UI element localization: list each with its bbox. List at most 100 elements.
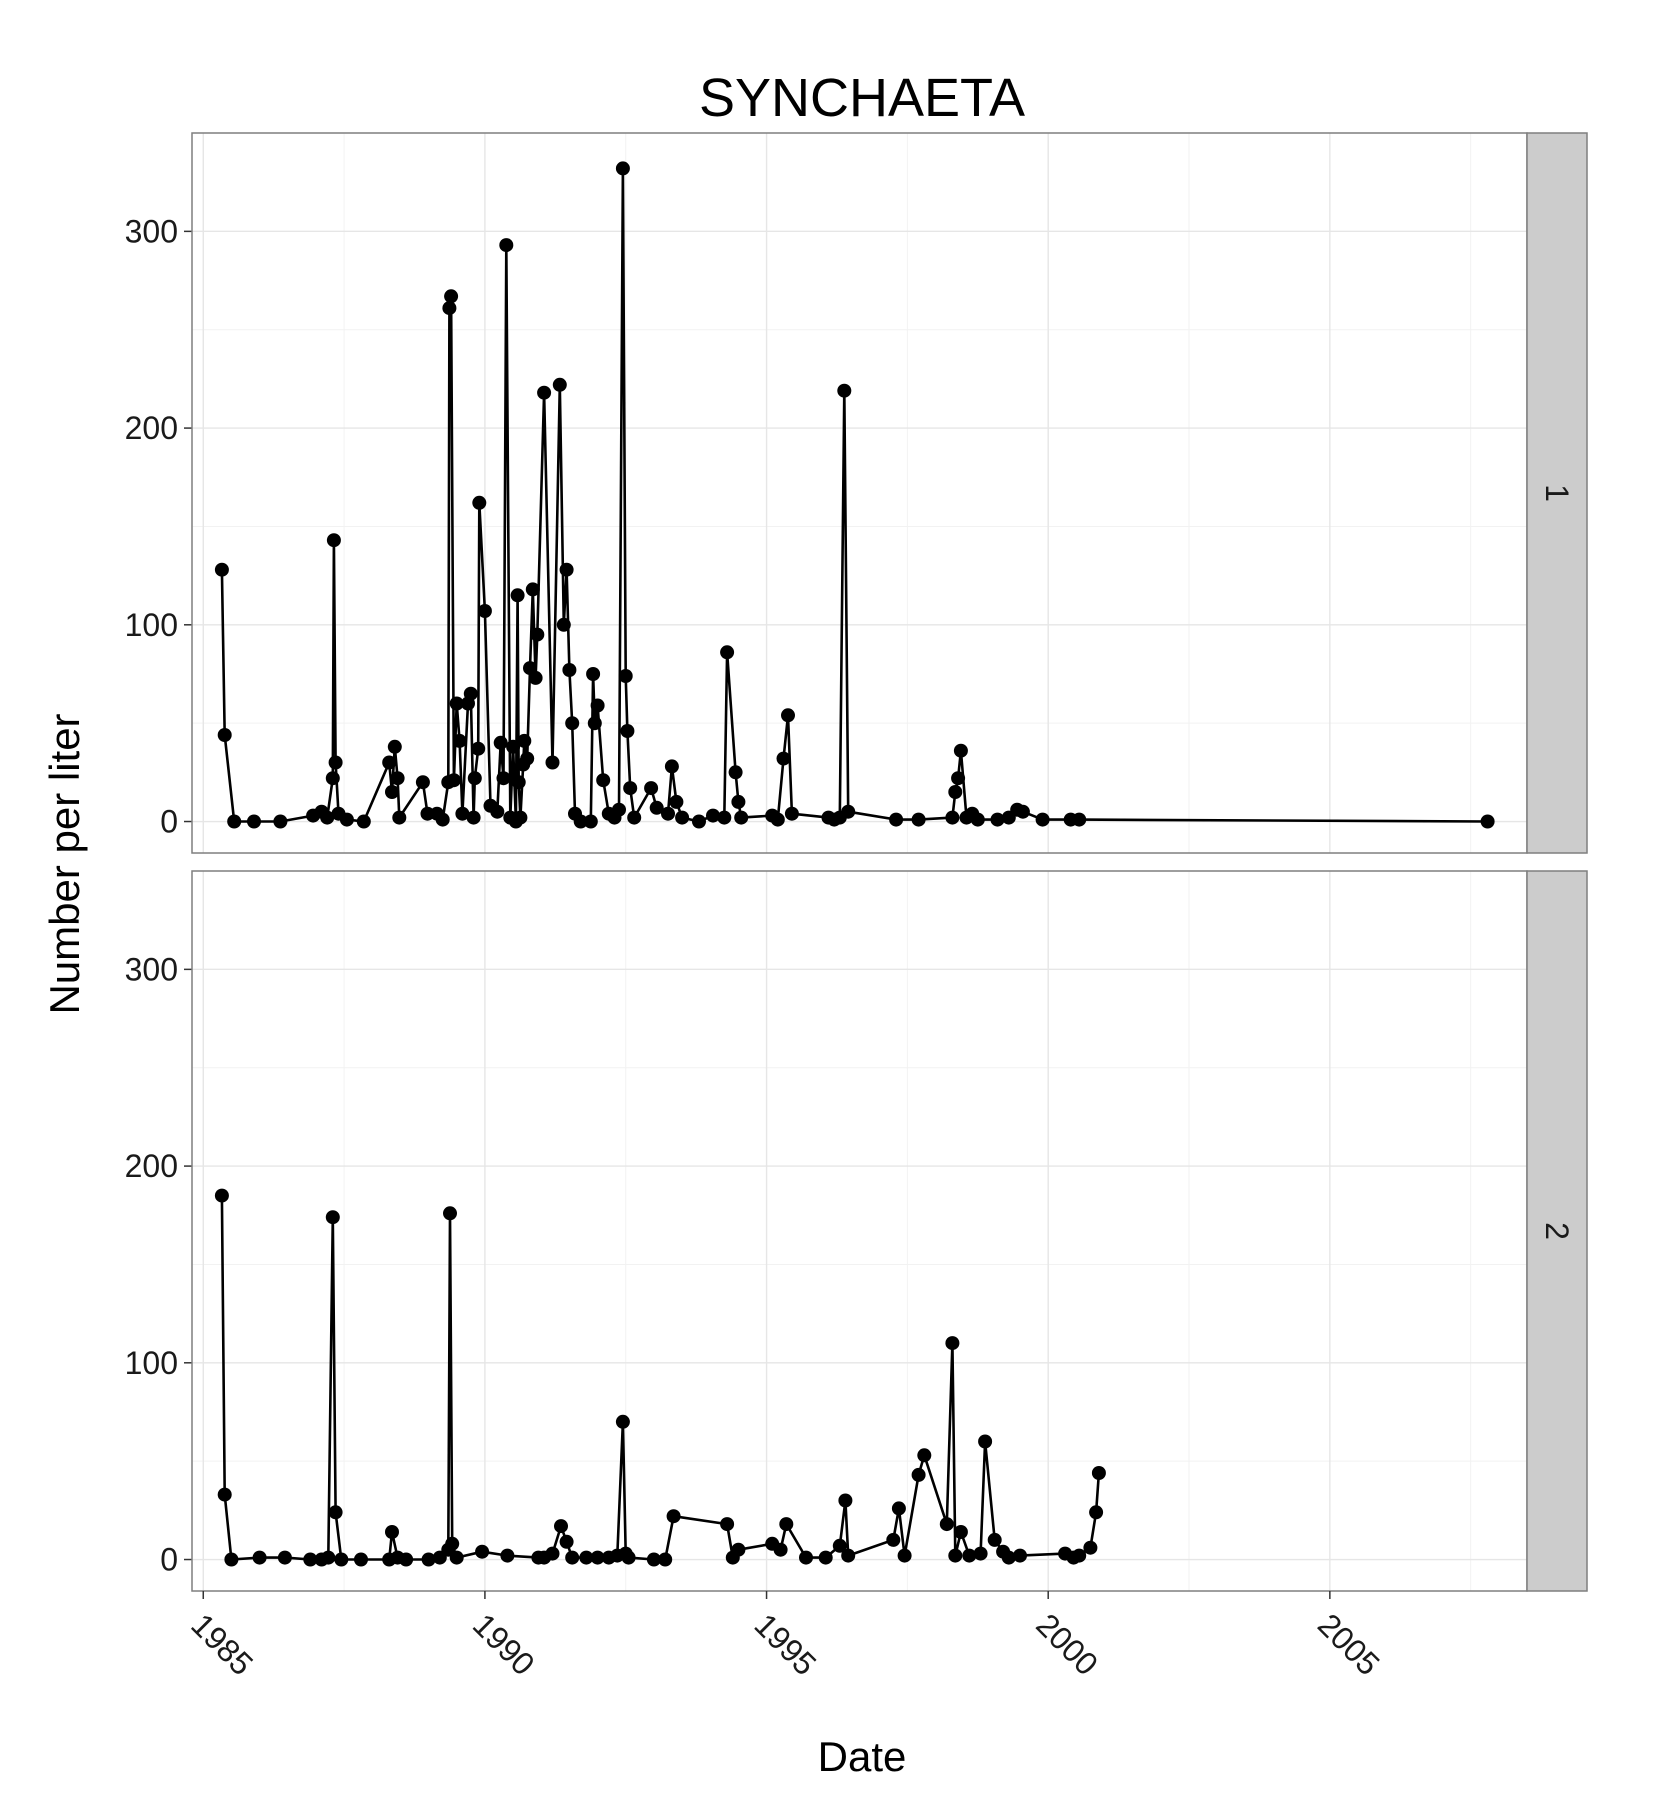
data-point <box>520 751 535 766</box>
data-point <box>390 771 405 786</box>
data-point <box>1072 812 1087 827</box>
data-point <box>692 814 706 829</box>
data-point <box>530 627 545 642</box>
data-point <box>1072 1548 1087 1563</box>
data-point <box>325 771 340 786</box>
data-point <box>385 1525 399 1539</box>
data-point <box>227 814 242 829</box>
y-axis-title: Number per liter <box>41 713 88 1014</box>
data-point <box>565 716 580 731</box>
data-point <box>590 1550 605 1565</box>
data-point <box>945 810 960 825</box>
y-tick-label: 200 <box>125 410 178 446</box>
data-point <box>496 771 511 786</box>
data-point <box>1001 1550 1016 1565</box>
data-point <box>731 794 746 809</box>
facet-panels: 0 100 200 300 1 0 100 200 300 2 <box>125 132 1588 1592</box>
data-point <box>832 1538 847 1553</box>
data-point <box>545 755 560 770</box>
y-tick-label: 300 <box>125 951 178 987</box>
data-point <box>559 1534 574 1549</box>
data-point <box>731 1542 746 1557</box>
data-point <box>889 812 904 827</box>
data-point <box>356 814 371 829</box>
panel-background <box>192 871 1527 1591</box>
data-point <box>565 1550 580 1565</box>
facet-strip <box>1526 870 1588 1592</box>
panel-background <box>192 133 1527 853</box>
data-point <box>471 741 486 756</box>
data-point <box>666 1509 681 1524</box>
data-point <box>442 301 457 316</box>
data-point <box>978 1434 993 1449</box>
data-point <box>781 708 795 723</box>
data-point <box>948 1548 963 1563</box>
data-point <box>953 1525 968 1539</box>
data-point <box>445 1536 460 1551</box>
data-point <box>1013 1548 1027 1563</box>
data-point <box>339 812 354 827</box>
data-point <box>615 1414 630 1429</box>
data-point <box>623 781 638 796</box>
data-point <box>646 1552 661 1567</box>
data-point <box>837 383 852 398</box>
data-point <box>1015 804 1030 819</box>
x-axis-title: Date <box>818 1733 907 1780</box>
data-point <box>675 810 690 825</box>
data-point <box>382 755 397 770</box>
data-point <box>838 1493 853 1508</box>
data-point <box>784 806 799 821</box>
data-point <box>446 773 461 788</box>
data-point <box>841 804 856 819</box>
data-point <box>917 1448 932 1463</box>
data-point <box>528 670 543 685</box>
data-point <box>1091 1466 1106 1480</box>
data-point <box>897 1548 912 1563</box>
data-point <box>499 238 514 253</box>
data-point <box>706 808 720 823</box>
data-point <box>939 1517 954 1532</box>
data-point <box>545 1546 560 1561</box>
data-point <box>776 751 791 766</box>
data-point <box>455 806 470 821</box>
y-tick-label: 200 <box>125 1148 178 1184</box>
data-point <box>886 1532 901 1547</box>
data-point <box>513 810 528 825</box>
data-point <box>303 1552 318 1567</box>
data-point <box>552 377 567 392</box>
data-point <box>277 1550 292 1565</box>
data-point <box>354 1552 368 1567</box>
data-point <box>987 1532 1002 1547</box>
data-point <box>472 495 487 510</box>
data-point <box>841 1548 856 1563</box>
data-point <box>1083 1540 1098 1555</box>
data-point <box>1480 814 1495 829</box>
data-point <box>506 739 521 754</box>
data-point <box>490 804 505 819</box>
data-point <box>449 696 464 711</box>
data-point <box>217 728 232 742</box>
data-point <box>618 669 633 683</box>
data-point <box>911 1467 926 1482</box>
facet-panel-2: 0 100 200 300 2 <box>125 870 1588 1592</box>
data-point <box>326 533 341 548</box>
data-point <box>556 617 571 632</box>
data-point <box>970 812 985 827</box>
data-point <box>728 765 743 780</box>
chart-title: SYNCHAETA <box>699 68 1025 128</box>
data-point <box>328 1505 343 1520</box>
data-point <box>421 1552 436 1567</box>
data-point <box>596 773 611 788</box>
data-point <box>573 814 588 829</box>
data-point <box>612 802 626 817</box>
data-point <box>583 814 598 829</box>
data-point <box>387 739 402 754</box>
data-point <box>579 1550 594 1565</box>
data-point <box>444 289 459 304</box>
data-point <box>562 663 577 677</box>
data-point <box>773 1542 788 1557</box>
data-point <box>224 1552 239 1567</box>
data-point <box>449 1550 464 1565</box>
data-point <box>475 1544 490 1559</box>
